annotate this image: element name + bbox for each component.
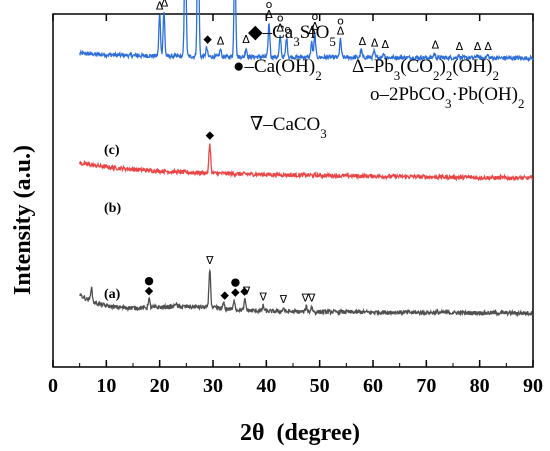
peak-marker: Δ	[265, 8, 273, 21]
peak-marker: o	[284, 23, 291, 36]
legend-subscript: 2	[315, 68, 322, 83]
legend-entry: Δ–Pb3(CO2)2(OH)2	[352, 56, 499, 83]
legend-text-part: –Pb	[363, 56, 394, 77]
legend-subscript: 2	[518, 96, 525, 111]
legend-symbol: o	[370, 84, 380, 105]
series-label: (a)	[104, 287, 121, 302]
peak-marker: ●	[231, 276, 241, 289]
legend-text-part: SiO	[300, 22, 330, 43]
legend-text-part: (CO	[400, 56, 433, 77]
peak-marker: o	[337, 15, 344, 28]
legend-subscript: 3	[394, 68, 401, 83]
x-tick-label: 70	[416, 375, 436, 397]
legend-subscript: 2	[433, 68, 440, 83]
legend-symbol: ●	[233, 56, 244, 77]
legend-subscript: 3	[445, 96, 452, 111]
legend-symbol: ∇	[250, 114, 263, 135]
legend-symbol: Δ	[352, 56, 364, 77]
peak-marker: Δ	[382, 38, 390, 51]
legend-entry: ●–Ca(OH)2	[233, 56, 322, 83]
y-axis-label: Intensity (a.u.)	[10, 145, 36, 295]
peak-marker: Δ	[311, 20, 319, 33]
legend-subscript: 2	[492, 68, 499, 83]
legend-text-part: (OH)	[452, 56, 492, 77]
x-tick-label: 90	[523, 375, 543, 397]
x-tick-label: 0	[48, 375, 58, 397]
peak-marker: ∇	[258, 291, 267, 304]
peak-marker: ◆	[240, 285, 249, 298]
legend-subscript: 3	[293, 34, 300, 49]
legend-entry: ◆–Ca3SiO5	[248, 22, 336, 49]
peak-marker: Δ	[359, 35, 367, 48]
series-line-b	[79, 143, 534, 182]
peak-marker: Δ	[456, 40, 464, 53]
peak-marker: o	[266, 0, 273, 11]
peak-marker: Δ	[161, 0, 169, 10]
x-axis-label-unit: (degree)	[277, 420, 361, 446]
legend-text-part: –CaCO	[262, 114, 320, 135]
legend: ◆–Ca3SiO5●–Ca(OH)2∇–CaCO3Δ–Pb3(CO2)2(OH)…	[233, 22, 524, 141]
peak-marker: o	[277, 11, 284, 24]
peak-marker: ●	[144, 274, 154, 287]
legend-text-part: –2PbCO	[379, 84, 445, 105]
plot-area: 0102030405060708090(c)(b)(a)ΔoΔoΔoΔo◆ΔΔo…	[48, 0, 543, 397]
peak-marker: ∇	[279, 293, 288, 306]
peak-marker: ◆	[203, 33, 212, 46]
peak-marker: ∇	[307, 292, 316, 305]
legend-subscript: 5	[329, 34, 336, 49]
x-tick-label: 40	[256, 375, 276, 397]
x-tick-label: 60	[363, 375, 383, 397]
peak-marker: ∇	[205, 254, 214, 267]
x-tick-label: 80	[470, 375, 490, 397]
peak-marker: Δ	[276, 21, 284, 34]
peak-marker: Δ	[484, 40, 492, 53]
legend-entry: ∇–CaCO3	[250, 114, 327, 141]
x-tick-label: 30	[203, 375, 223, 397]
peak-marker: o	[311, 10, 318, 23]
peak-marker: o	[156, 0, 163, 2]
legend-text-part: )	[440, 56, 446, 77]
peak-marker: Δ	[337, 25, 345, 38]
legend-text-part: –Ca(OH)	[243, 56, 315, 77]
peak-marker: ◆	[220, 288, 229, 301]
peak-marker: ∇	[242, 285, 251, 298]
series-line-a	[79, 268, 534, 318]
series-label: (c)	[104, 143, 120, 158]
peak-marker: Δ	[217, 34, 225, 47]
peak-marker: Δ	[371, 37, 379, 50]
x-axis-label-main: 2θ	[240, 420, 265, 446]
legend-text-part: ·Pb(OH)	[451, 84, 518, 105]
peak-marker: ◆	[145, 284, 154, 297]
peak-marker: Δ	[432, 38, 440, 51]
series-line-c	[79, 0, 534, 63]
legend-subscript: 2	[446, 68, 453, 83]
x-tick-label: 50	[310, 375, 330, 397]
peak-marker: Δ	[156, 0, 164, 12]
peak-marker: Δ	[308, 24, 316, 37]
x-tick-label: 10	[96, 375, 116, 397]
series-label: (b)	[104, 201, 121, 216]
x-tick-label: 20	[150, 375, 170, 397]
peak-marker: ∇	[301, 292, 310, 305]
legend-symbol: ◆	[248, 22, 263, 43]
legend-subscript: 3	[320, 126, 327, 141]
x-axis-label: 2θ (degree)	[240, 420, 360, 446]
legend-entry: o–2PbCO3·Pb(OH)2	[370, 84, 524, 111]
peak-marker: ◆	[231, 286, 240, 299]
legend-text-part: –Ca	[262, 22, 294, 43]
peak-marker: ◆	[206, 128, 215, 141]
peak-marker: Δ	[242, 33, 250, 46]
peak-marker: Δ	[474, 40, 482, 53]
